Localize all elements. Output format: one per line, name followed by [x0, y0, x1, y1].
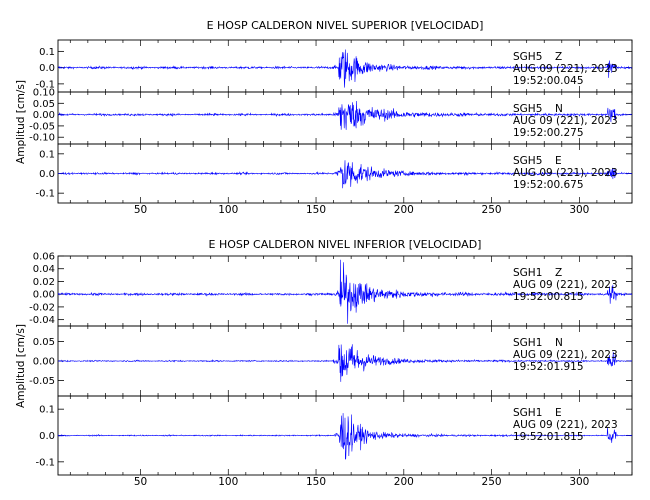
x-tick-label: 250 [482, 476, 502, 488]
time-label: 19:52:01.815 [513, 431, 584, 443]
time-label: 19:52:00.045 [513, 75, 584, 87]
y-tick-label: 0.05 [33, 337, 55, 348]
y-tick-label: 0.1 [39, 149, 55, 160]
y-tick-label: -0.05 [29, 376, 55, 387]
x-tick-label: 300 [569, 204, 589, 216]
y-tick-label: 0.10 [33, 88, 55, 99]
chart-title: E HOSP CALDERON NIVEL SUPERIOR [VELOCIDA… [207, 19, 484, 32]
y-tick-label: -0.05 [29, 121, 55, 132]
time-label: 19:52:00.275 [513, 127, 584, 139]
component-label: N [555, 103, 563, 115]
time-label: 19:52:00.815 [513, 291, 584, 303]
y-tick-label: -0.1 [35, 189, 55, 200]
trace-line [58, 49, 632, 88]
y-tick-label: -0.1 [35, 79, 55, 90]
y-tick-label: 0.00 [33, 290, 55, 301]
station-label: SGH1 [513, 267, 542, 279]
date-label: AUG 09 (221), 2023 [513, 349, 618, 361]
station-label: SGH5 [513, 103, 542, 115]
y-tick-label: 0.02 [33, 277, 55, 288]
y-tick-label: 0.1 [39, 47, 55, 58]
time-label: 19:52:00.675 [513, 179, 584, 191]
y-tick-label: 0.0 [39, 63, 55, 74]
component-label: E [555, 407, 562, 419]
component-label: N [555, 337, 563, 349]
station-label: SGH5 [513, 51, 542, 63]
x-tick-label: 50 [134, 476, 147, 488]
x-tick-label: 100 [218, 476, 238, 488]
component-label: E [555, 155, 562, 167]
component-label: Z [555, 267, 562, 279]
y-tick-label: -0.10 [29, 133, 55, 144]
trace-line [58, 413, 632, 460]
x-tick-label: 200 [394, 204, 414, 216]
y-tick-label: -0.02 [29, 302, 55, 313]
trace-line [58, 100, 632, 130]
y-tick-label: 0.0 [39, 169, 55, 180]
x-tick-label: 100 [218, 204, 238, 216]
y-tick-label: 0.04 [33, 264, 55, 275]
date-label: AUG 09 (221), 2023 [513, 63, 618, 75]
y-tick-label: -0.04 [29, 315, 55, 326]
y-tick-label: -0.1 [35, 457, 55, 468]
trace-line [58, 259, 632, 324]
trace-line [58, 160, 632, 189]
x-tick-label: 150 [306, 204, 326, 216]
chart-group-2: E HOSP CALDERON NIVEL INFERIOR [VELOCIDA… [15, 238, 633, 488]
y-tick-label: 0.00 [33, 110, 55, 121]
date-label: AUG 09 (221), 2023 [513, 419, 618, 431]
y-tick-label: 0.0 [39, 431, 55, 442]
x-tick-label: 50 [134, 204, 147, 216]
date-label: AUG 09 (221), 2023 [513, 167, 618, 179]
trace-line [58, 344, 632, 382]
x-tick-label: 300 [569, 476, 589, 488]
station-label: SGH5 [513, 155, 542, 167]
x-tick-label: 150 [306, 476, 326, 488]
component-label: Z [555, 51, 562, 63]
y-tick-label: 0.06 [33, 252, 55, 263]
chart-title: E HOSP CALDERON NIVEL INFERIOR [VELOCIDA… [209, 238, 482, 251]
x-tick-label: 250 [482, 204, 502, 216]
chart-group-1: E HOSP CALDERON NIVEL SUPERIOR [VELOCIDA… [15, 19, 633, 216]
x-tick-label: 200 [394, 476, 414, 488]
date-label: AUG 09 (221), 2023 [513, 115, 618, 127]
y-tick-label: 0.05 [33, 99, 55, 110]
date-label: AUG 09 (221), 2023 [513, 279, 618, 291]
y-tick-label: 0.1 [39, 405, 55, 416]
y-tick-label: 0.00 [33, 357, 55, 368]
y-axis-label: Amplitud [cm/s] [15, 80, 27, 164]
time-label: 19:52:01.915 [513, 361, 584, 373]
station-label: SGH1 [513, 337, 542, 349]
y-axis-label: Amplitud [cm/s] [15, 324, 27, 408]
station-label: SGH1 [513, 407, 542, 419]
